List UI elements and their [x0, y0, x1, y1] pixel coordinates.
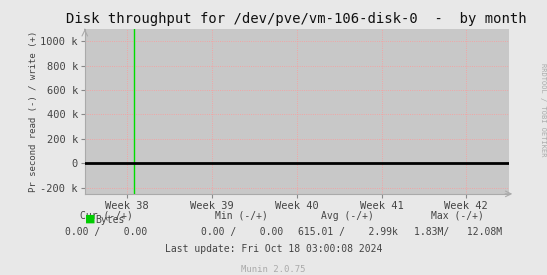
Text: Min (-/+): Min (-/+): [215, 211, 268, 221]
Text: 1.83M/   12.08M: 1.83M/ 12.08M: [414, 227, 502, 237]
Text: RRDTOOL / TOBI OETIKER: RRDTOOL / TOBI OETIKER: [540, 63, 546, 157]
Text: ■: ■: [85, 214, 95, 224]
Text: Avg (-/+): Avg (-/+): [321, 211, 374, 221]
Text: 0.00 /    0.00: 0.00 / 0.00: [201, 227, 283, 237]
Text: 0.00 /    0.00: 0.00 / 0.00: [65, 227, 147, 237]
Text: Last update: Fri Oct 18 03:00:08 2024: Last update: Fri Oct 18 03:00:08 2024: [165, 244, 382, 254]
Text: Cur (-/+): Cur (-/+): [79, 211, 132, 221]
Text: Bytes: Bytes: [96, 215, 125, 225]
Title: Disk throughput for /dev/pve/vm-106-disk-0  -  by month: Disk throughput for /dev/pve/vm-106-disk…: [66, 12, 527, 26]
Text: Munin 2.0.75: Munin 2.0.75: [241, 265, 306, 274]
Text: 615.01 /    2.99k: 615.01 / 2.99k: [298, 227, 398, 237]
Y-axis label: Pr second read (-) / write (+): Pr second read (-) / write (+): [28, 31, 38, 192]
Text: Max (-/+): Max (-/+): [432, 211, 484, 221]
